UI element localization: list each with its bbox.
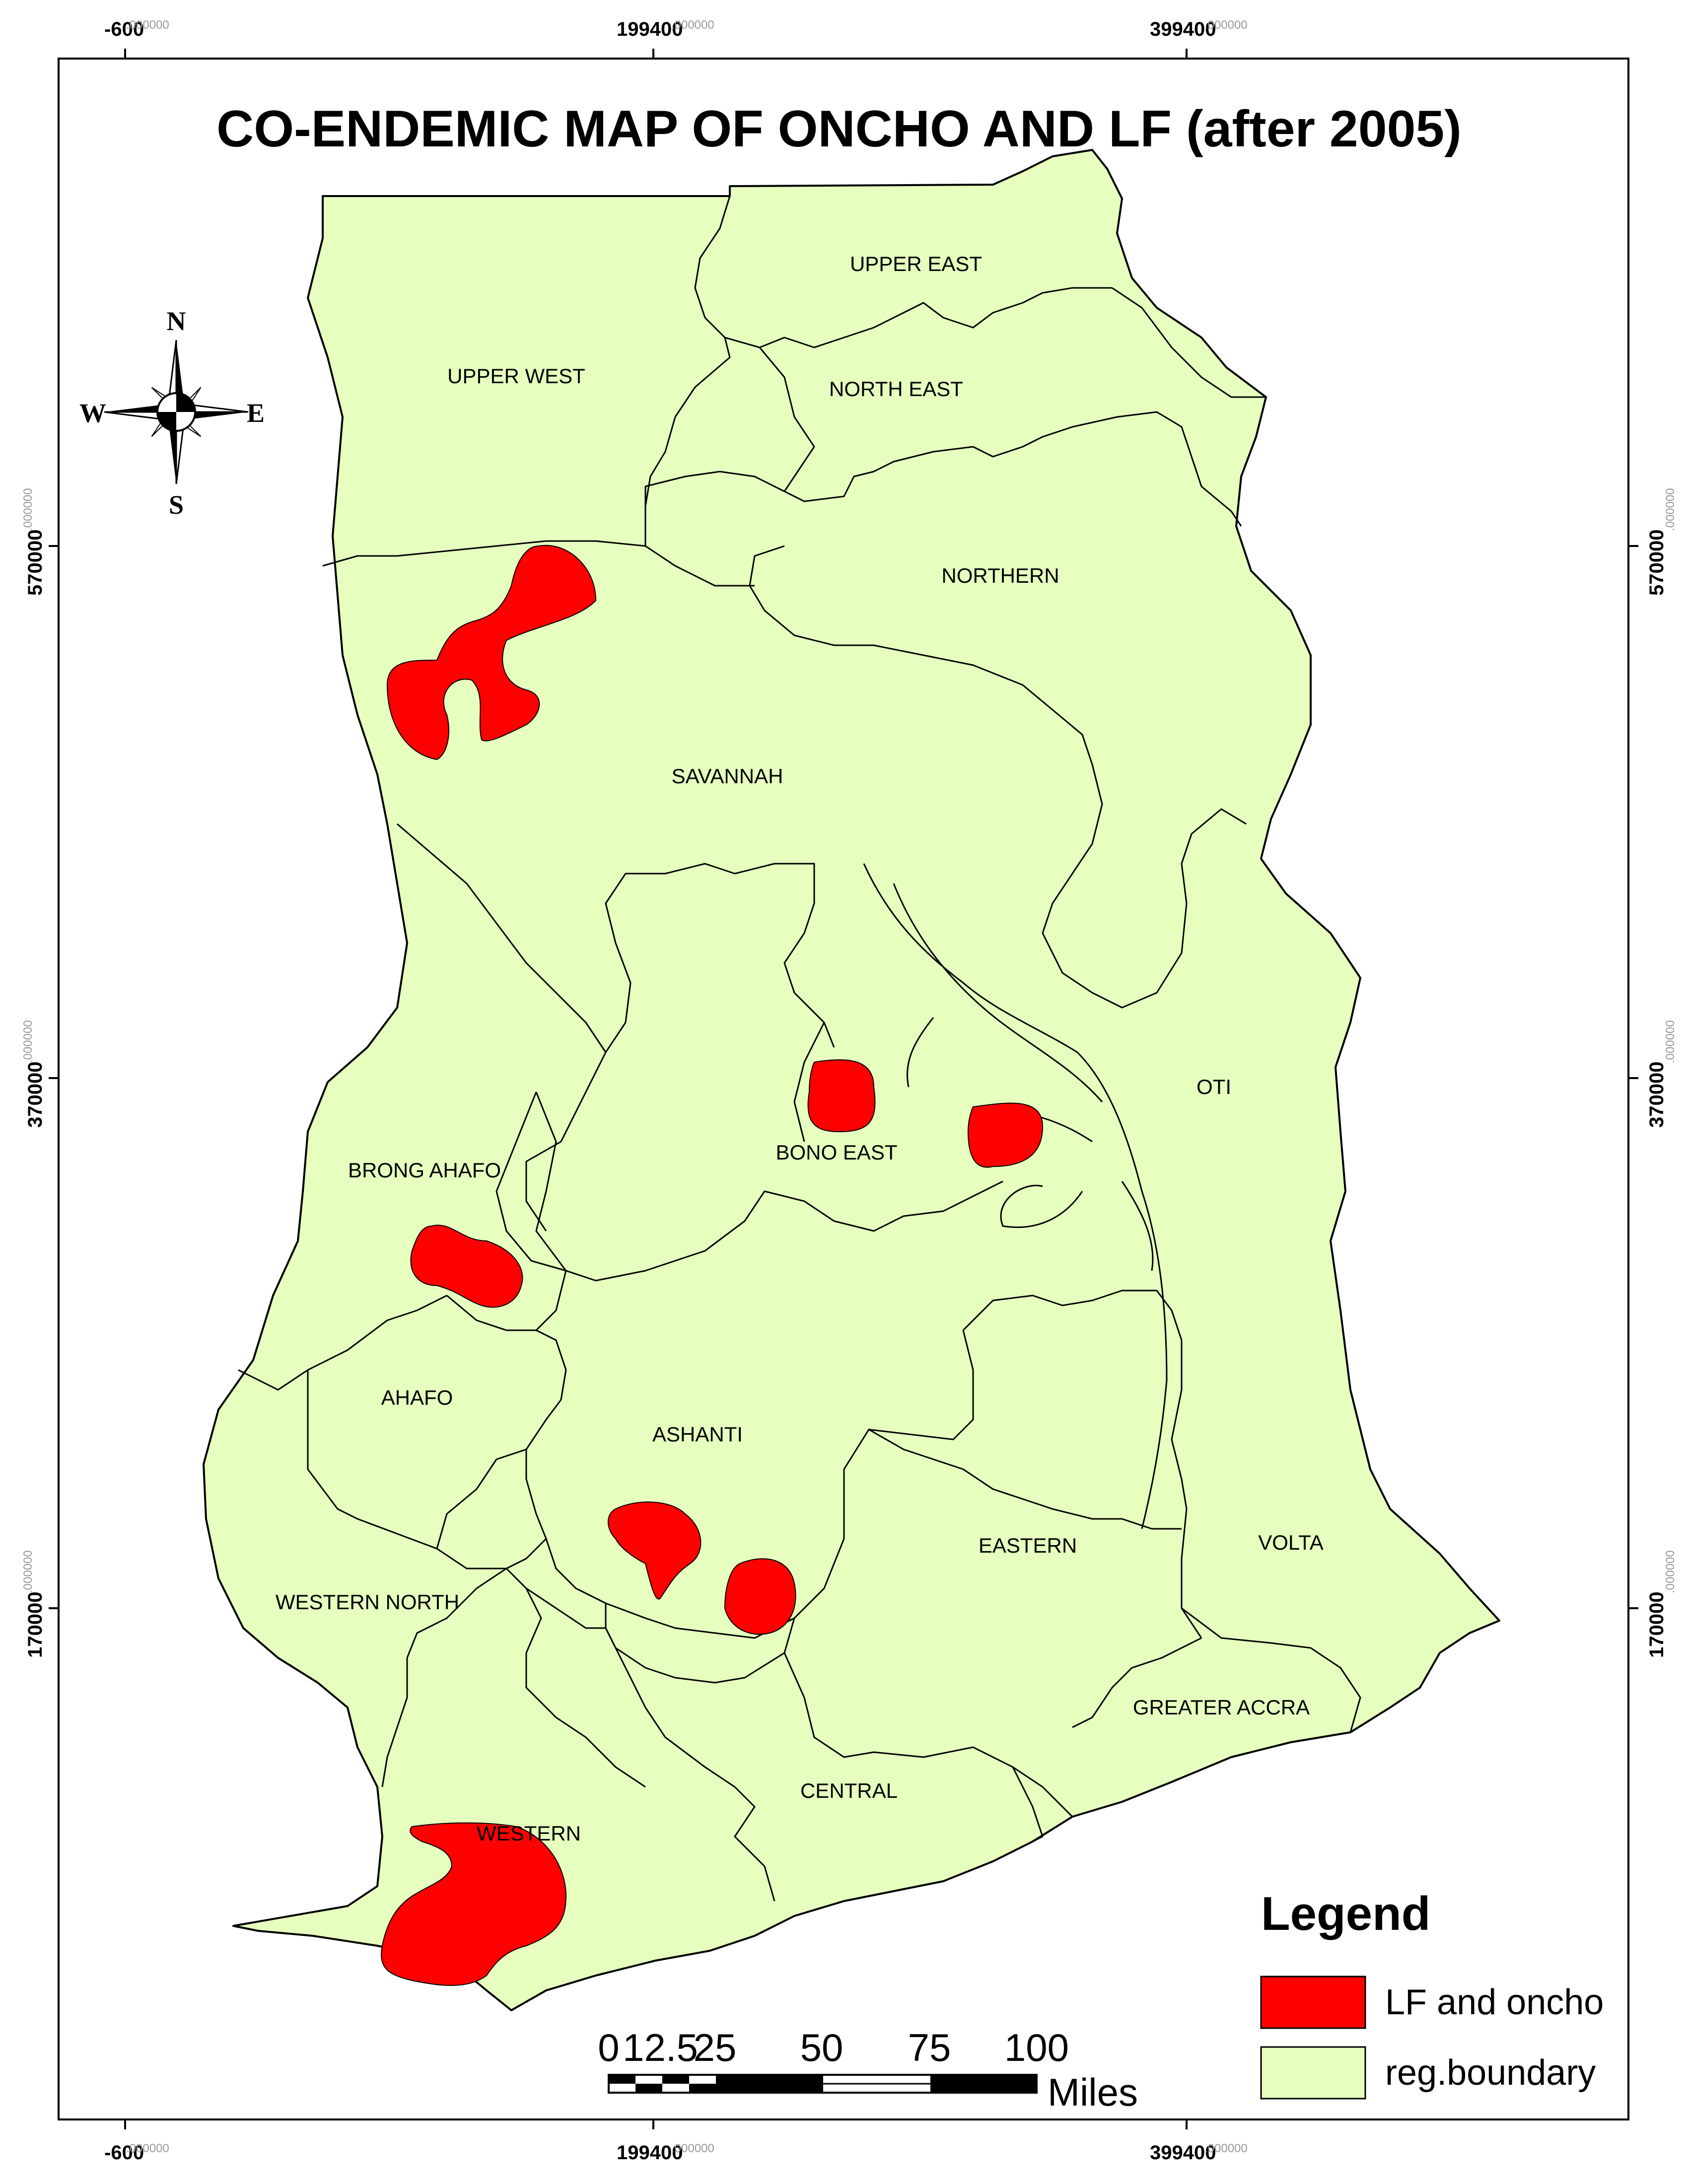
region-label: WESTERN	[477, 1822, 581, 1845]
region-label: BRONG AHAFO	[348, 1159, 501, 1182]
top-tick-labels: -600 .000000 199400 .000000 399400 .0000…	[104, 18, 1248, 40]
endemic-patch-western	[381, 1822, 567, 1986]
region-label: BONO EAST	[775, 1141, 897, 1164]
scale-label: 12.5	[623, 2026, 698, 2069]
region-label: SAVANNAH	[672, 764, 783, 788]
x-tick-label: 399400	[1150, 18, 1216, 40]
endemic-patch-ashanti-2	[724, 1558, 796, 1635]
endemic-patch-brong-ahafo	[410, 1225, 523, 1308]
x-tick-label: 199400	[617, 18, 683, 40]
y-tick-label: 370000	[1646, 1062, 1668, 1128]
compass-south-label: S	[169, 490, 184, 520]
region-label: OTI	[1196, 1075, 1231, 1098]
y-tick-label: 370000	[24, 1062, 46, 1128]
regional-boundaries	[238, 196, 1361, 1902]
x-tick-decimal: .000000	[1204, 2142, 1248, 2155]
compass-north-label: N	[167, 306, 186, 336]
region-label: NORTH EAST	[829, 377, 963, 401]
endemic-patch-upper-west	[386, 545, 597, 760]
y-tick-decimal: .000000	[1664, 1020, 1677, 1063]
legend-item-label: LF and oncho	[1385, 1982, 1604, 2022]
x-tick-label: 399400	[1150, 2142, 1216, 2164]
compass-east-label: E	[247, 398, 265, 428]
y-tick-decimal: .000000	[1664, 488, 1677, 531]
y-tick-label: 170000	[1646, 1592, 1668, 1658]
legend: Legend LF and oncho reg.boundary	[1260, 1887, 1604, 2100]
red-swatch-icon	[1260, 1976, 1366, 2029]
scale-label: 50	[800, 2026, 844, 2069]
region-label: GREATER ACCRA	[1133, 1696, 1310, 1719]
region-label: UPPER WEST	[447, 364, 585, 388]
legend-item-label: reg.boundary	[1385, 2053, 1596, 2093]
x-tick-label: -600	[104, 18, 144, 40]
region-label: ASHANTI	[652, 1423, 743, 1446]
grid-ticks	[49, 49, 1638, 2129]
endemic-patch-bono-east-2	[967, 1102, 1044, 1168]
north-arrow: N S E W	[79, 306, 265, 520]
scale-bar: 0 12.5 25 50 75 100 Miles	[598, 2026, 1138, 2114]
region-label: CENTRAL	[800, 1779, 898, 1802]
left-tick-labels: 570000 .000000 370000 .000000 170000 .00…	[21, 488, 46, 1658]
region-label: VOLTA	[1258, 1531, 1323, 1554]
x-tick-label: -600	[104, 2142, 144, 2164]
region-label: NORTHERN	[941, 564, 1059, 587]
region-label: EASTERN	[979, 1534, 1077, 1557]
x-tick-decimal: .000000	[126, 18, 169, 32]
map-title: CO-ENDEMIC MAP OF ONCHO AND LF (after 20…	[216, 100, 1462, 158]
y-tick-decimal: .000000	[21, 1550, 35, 1593]
scale-label: 100	[1004, 2026, 1069, 2069]
y-tick-decimal: .000000	[1664, 1550, 1677, 1593]
endemic-patch-ashanti-1	[608, 1502, 702, 1600]
endemic-patch-bono-east-1	[807, 1059, 876, 1133]
y-tick-decimal: .000000	[21, 1020, 35, 1063]
bottom-tick-labels: -600 .000000 199400 .000000 399400 .0000…	[104, 2142, 1248, 2164]
y-tick-label: 570000	[24, 530, 46, 596]
scale-label: 75	[908, 2026, 951, 2069]
x-tick-decimal: .000000	[671, 2142, 714, 2155]
y-tick-decimal: .000000	[21, 488, 35, 531]
region-label: WESTERN NORTH	[276, 1590, 459, 1614]
x-tick-decimal: .000000	[1204, 18, 1248, 32]
compass-west-label: W	[79, 398, 106, 428]
x-tick-decimal: .000000	[126, 2142, 169, 2155]
scale-unit: Miles	[1048, 2070, 1138, 2114]
y-tick-label: 170000	[24, 1592, 46, 1658]
region-labels: UPPER EAST UPPER WEST NORTH EAST NORTHER…	[276, 252, 1324, 1845]
y-tick-label: 570000	[1646, 530, 1668, 596]
region-label: UPPER EAST	[850, 252, 982, 275]
endemic-areas	[381, 545, 1044, 1986]
legend-title: Legend	[1261, 1887, 1430, 1940]
scale-label: 25	[694, 2026, 737, 2069]
region-label: AHAFO	[381, 1386, 453, 1409]
x-tick-label: 199400	[617, 2142, 683, 2164]
green-swatch-icon	[1260, 2046, 1366, 2100]
scale-label: 0	[598, 2026, 619, 2069]
right-tick-labels: 570000 .000000 370000 .000000 170000 .00…	[1646, 488, 1677, 1658]
x-tick-decimal: .000000	[671, 18, 714, 32]
compass-icon	[104, 340, 249, 484]
